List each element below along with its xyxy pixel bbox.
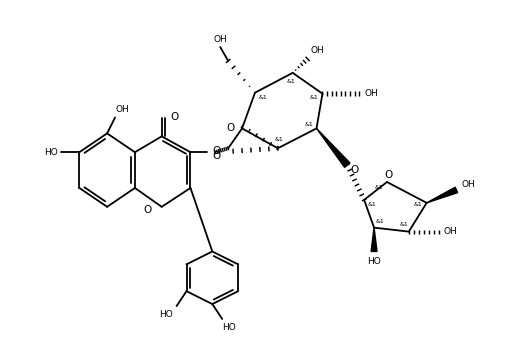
Text: &1: &1 [374, 185, 383, 190]
Text: &1: &1 [310, 95, 318, 100]
Text: &1: &1 [274, 137, 283, 142]
Polygon shape [426, 187, 457, 203]
Text: &1: &1 [286, 79, 294, 84]
Text: &1: &1 [398, 222, 407, 227]
Text: HO: HO [222, 323, 235, 332]
Text: &1: &1 [258, 95, 267, 100]
Text: HO: HO [43, 148, 58, 157]
Text: &1: &1 [367, 202, 376, 207]
Text: O: O [349, 165, 358, 175]
Text: &1: &1 [304, 122, 313, 127]
Text: OH: OH [461, 181, 474, 190]
Text: &1: &1 [375, 219, 384, 224]
Text: O: O [212, 146, 220, 156]
Text: HO: HO [367, 257, 380, 266]
Text: OH: OH [213, 35, 227, 44]
Text: HO: HO [159, 310, 172, 320]
Text: OH: OH [115, 105, 129, 114]
Polygon shape [370, 228, 376, 252]
Text: O: O [225, 123, 234, 134]
Text: OH: OH [364, 89, 377, 98]
Text: &1: &1 [413, 202, 421, 207]
Text: OH: OH [310, 46, 324, 55]
Text: O: O [384, 170, 392, 180]
Text: O: O [212, 151, 220, 161]
Text: OH: OH [443, 227, 457, 236]
Polygon shape [316, 128, 349, 167]
Text: O: O [143, 205, 152, 215]
Text: O: O [170, 112, 179, 123]
